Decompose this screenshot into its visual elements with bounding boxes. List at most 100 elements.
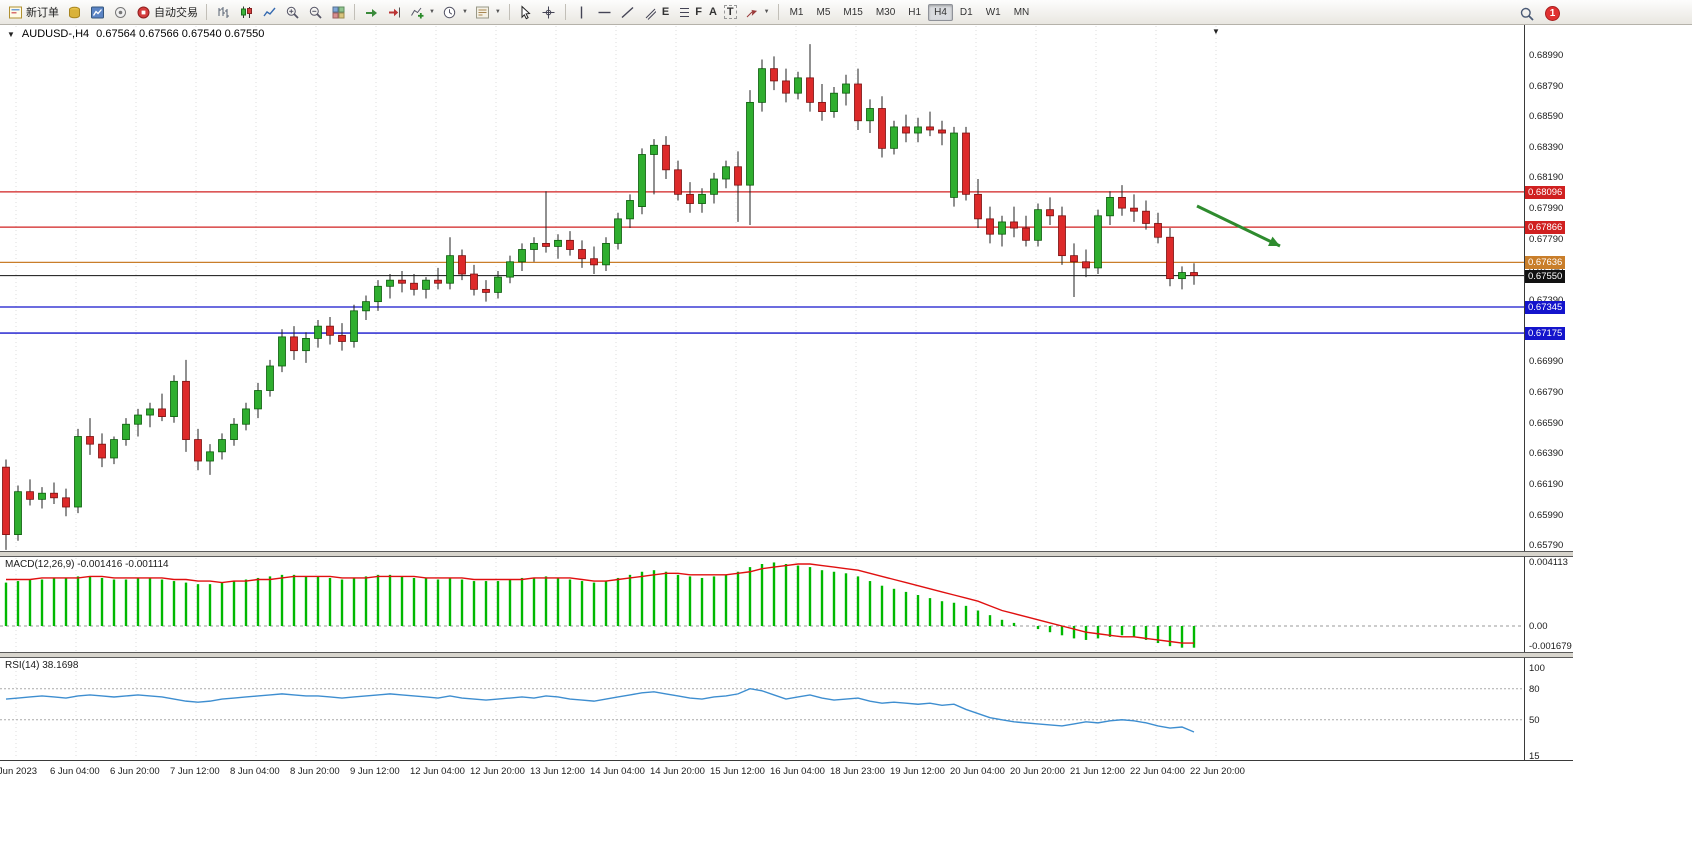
line-chart-icon: [261, 4, 277, 20]
new-order-icon: [7, 4, 23, 20]
time-label: 20 Jun 04:00: [950, 766, 1005, 777]
strategy-tester-button[interactable]: [109, 2, 131, 23]
price-axis-label: 0.65990: [1529, 509, 1564, 521]
fibonacci-icon: [676, 4, 692, 20]
time-label: 6 Jun 04:00: [50, 766, 100, 777]
cursor-tool-button[interactable]: [515, 2, 537, 23]
timeframe-m30-button[interactable]: M30: [870, 4, 901, 21]
templates-icon: [475, 4, 491, 20]
auto-trading-label: 自动交易: [154, 7, 198, 19]
timeframe-d1-button[interactable]: D1: [954, 4, 979, 21]
bar-chart-button[interactable]: [212, 2, 234, 23]
price-chart-canvas[interactable]: [0, 25, 1524, 551]
chevron-down-icon: ▼: [429, 9, 435, 15]
chart-shift-icon: [386, 4, 402, 20]
chevron-down-icon: ▼: [763, 9, 770, 15]
hline-price-badge: 0.68096: [1525, 185, 1566, 199]
navigator-icon: [89, 4, 105, 20]
price-axis-label: 0.68590: [1529, 111, 1564, 123]
new-order-button[interactable]: 新订单: [4, 2, 62, 23]
horizontal-line-icon: [597, 4, 613, 20]
zoom-out-button[interactable]: [304, 2, 326, 23]
arrows-tool-button[interactable]: ▼: [741, 2, 773, 23]
panel-splitter[interactable]: [0, 551, 1573, 557]
templates-button[interactable]: ▼: [472, 2, 504, 23]
auto-trading-button[interactable]: 自动交易: [132, 2, 201, 23]
macd-signal-line: [6, 563, 1194, 644]
macd-panel-canvas[interactable]: [0, 557, 1524, 652]
time-label: 14 Jun 20:00: [650, 766, 705, 777]
chart-shift-marker-icon[interactable]: ▼: [1212, 27, 1220, 36]
trendline-tool-button[interactable]: [617, 2, 639, 23]
price-axis-label: 0.67990: [1529, 203, 1564, 215]
vertical-line-tool-button[interactable]: [571, 2, 593, 23]
price-axis-label: 0.68190: [1529, 172, 1564, 184]
auto-scroll-icon: [363, 4, 379, 20]
bar-chart-icon: [215, 4, 231, 20]
time-label: 8 Jun 04:00: [230, 766, 280, 777]
crosshair-icon: [541, 4, 557, 20]
time-label: 7 Jun 12:00: [170, 766, 220, 777]
horizontal-level-lines[interactable]: [0, 191, 1524, 334]
candlestick-chart-button[interactable]: [235, 2, 257, 23]
text-label-tool-button[interactable]: T: [721, 2, 740, 23]
text-label-icon: T: [723, 5, 737, 19]
notification-badge[interactable]: 1: [1545, 6, 1560, 21]
zoom-in-button[interactable]: [281, 2, 303, 23]
time-label: 9 Jun 12:00: [350, 766, 400, 777]
toolbar-separator: [354, 4, 355, 20]
price-axis-label: 0.68990: [1529, 49, 1564, 61]
time-label: 5 Jun 2023: [0, 766, 38, 777]
candlestick-chart-icon: [238, 4, 254, 20]
rsi-axis-label: 15: [1529, 751, 1540, 762]
timeframe-h1-button[interactable]: H1: [902, 4, 927, 21]
time-label: 18 Jun 23:00: [830, 766, 885, 777]
vertical-line-icon: [574, 4, 590, 20]
toolbar-separator: [777, 4, 779, 20]
chevron-down-icon: ▼: [494, 9, 501, 15]
time-label: 6 Jun 20:00: [110, 766, 160, 777]
hline-price-badge: 0.67345: [1525, 300, 1566, 314]
arrow-shapes-icon: [744, 4, 760, 20]
zoom-out-icon: [307, 4, 323, 20]
chevron-down-icon: ▼: [461, 9, 468, 15]
fibonacci-tool-button[interactable]: F: [673, 2, 705, 23]
time-label: 14 Jun 04:00: [590, 766, 645, 777]
timeframe-m1-button[interactable]: M1: [784, 4, 810, 21]
timeframe-w1-button[interactable]: W1: [980, 4, 1007, 21]
text-tool-button[interactable]: A: [706, 2, 720, 23]
rsi-indicator-label: RSI(14) 38.1698: [5, 660, 79, 671]
horizontal-line-tool-button[interactable]: [594, 2, 616, 23]
toolbar-right-tools: 1: [1516, 3, 1560, 24]
rsi-axis-label: 50: [1529, 714, 1540, 726]
channel-tool-button[interactable]: E: [640, 2, 672, 23]
zoom-in-icon: [284, 4, 300, 20]
indicators-button[interactable]: ▼: [406, 2, 438, 23]
panel-splitter[interactable]: [0, 652, 1573, 658]
chart-shift-button[interactable]: [383, 2, 405, 23]
navigator-button[interactable]: [86, 2, 108, 23]
time-axis[interactable]: 5 Jun 2023 6 Jun 04:00 6 Jun 20:00 7 Jun 12…: [0, 760, 1573, 782]
search-button[interactable]: [1516, 3, 1538, 24]
timeframe-m5-button[interactable]: M5: [810, 4, 836, 21]
crosshair-tool-button[interactable]: [538, 2, 560, 23]
timeframe-m15-button[interactable]: M15: [837, 4, 868, 21]
time-label: 20 Jun 20:00: [1010, 766, 1065, 777]
line-chart-button[interactable]: [258, 2, 280, 23]
periods-clock-icon: [442, 4, 458, 20]
tile-windows-button[interactable]: [327, 2, 349, 23]
indicators-icon: [409, 4, 425, 20]
price-scale[interactable]: 0.68990 0.68790 0.68590 0.68390 0.68190 0.679…: [1524, 25, 1573, 762]
timeframe-h4-button[interactable]: H4: [928, 3, 953, 21]
time-label: 12 Jun 04:00: [410, 766, 465, 777]
timeframe-mn-button[interactable]: MN: [1008, 4, 1036, 21]
periods-button[interactable]: ▼: [439, 2, 471, 23]
macd-axis-label: 0.00: [1529, 621, 1548, 632]
chart-menu-caret-icon[interactable]: ▼: [7, 29, 15, 39]
rsi-panel-canvas[interactable]: [0, 658, 1524, 760]
auto-scroll-button[interactable]: [360, 2, 382, 23]
market-watch-button[interactable]: [63, 2, 85, 23]
current-price-badge: 0.67550: [1525, 269, 1566, 283]
trend-arrow[interactable]: [1196, 204, 1281, 248]
fibonacci-glyph: F: [695, 6, 702, 18]
